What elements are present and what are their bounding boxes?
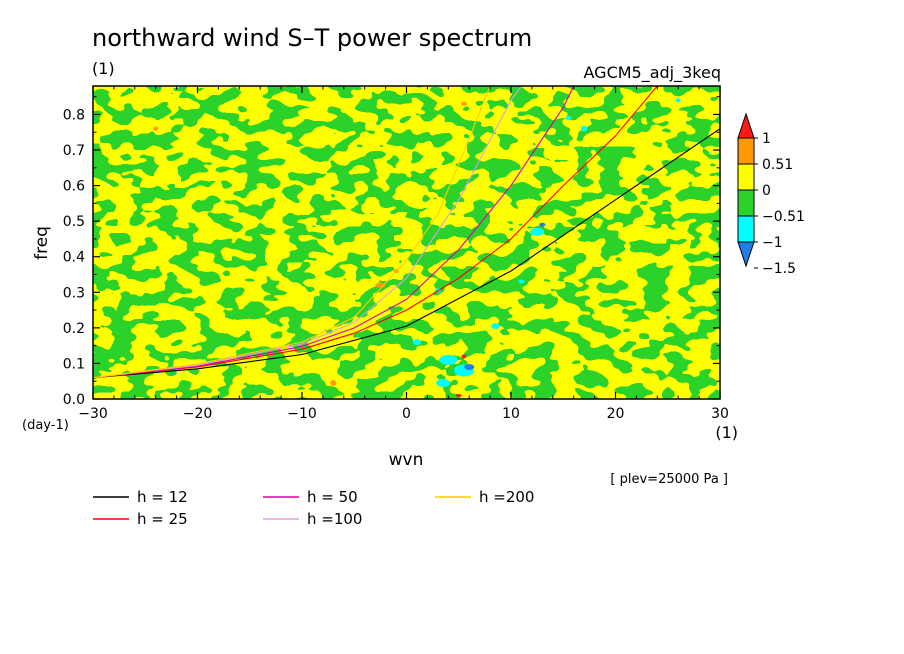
y-tick-label: 0.2 [63,321,85,337]
heatmap-spot [581,125,588,132]
colorbar-top-arrow [737,112,755,139]
dispersion-curve-h50 [93,86,575,379]
plot-area [93,86,720,399]
heatmap-spot [539,222,546,227]
x-axis-unit: (1) [715,423,738,442]
x-tick-label: −20 [183,406,213,422]
y-tick-label: 0.4 [63,250,85,266]
x-tick-label: 20 [607,406,625,422]
y-tick-label: 0.3 [63,285,85,301]
x-tick-label: 10 [502,406,520,422]
heatmap-spot [464,363,475,370]
y-tick-label: 0.1 [63,356,85,372]
x-tick-label: −10 [287,406,317,422]
x-tick-label: 30 [711,406,729,422]
heatmap-spot [461,354,467,359]
legend-label-h50: h = 50 [307,488,358,506]
y-tick-label: 0.8 [63,107,85,123]
y-tick-label: 0.6 [63,179,85,195]
x-axis-label: wvn [389,450,424,470]
y-tick-label: 0.5 [63,214,85,230]
heatmap-spots [153,98,681,397]
legend: h = 12 h = 25 h = 50 h =100 h =200 [93,488,534,528]
heatmap-spot [530,227,545,236]
heatmap-spot [491,323,500,330]
dispersion-curve-h25 [93,86,658,379]
heatmap-green-regions [93,86,720,399]
x-axis: −30 −20 −10 0 10 20 30 [78,86,729,422]
heatmap-spot [455,393,462,397]
heatmap-spot [518,279,525,284]
colorbar-label: −0.51 [762,209,805,225]
y-axis-label: freq [32,226,52,260]
y-axis-unit: (day-1) [22,418,69,433]
dispersion-curve-h200 [93,86,491,379]
heatmap-spot [330,379,337,386]
pressure-level-annotation: [ plev=25000 Pa ] [610,472,728,487]
heatmap-spot [460,101,467,106]
heatmap-spot [565,116,572,121]
y-axis: 0.0 0.1 0.2 0.3 0.4 0.5 0.6 0.7 0.8 [63,96,720,408]
x-tick-label: 0 [402,406,411,422]
colorbar-bottom-arrow [737,241,755,268]
legend-label-h200: h =200 [479,488,534,506]
chart-subtitle-left: (1) [92,59,115,78]
colorbar: 1 0.51 0 −0.51 −1 −1.5 [737,112,805,277]
heatmap-spot [153,126,159,131]
heatmap-spot [675,98,681,103]
colorbar-label: 1 [762,131,771,147]
colorbar-label: 0 [762,183,771,199]
colorbar-segment [737,215,755,243]
colorbar-label: −1.5 [762,261,796,277]
dispersion-curves [93,86,720,379]
colorbar-segment [737,137,755,165]
legend-label-h25: h = 25 [137,510,188,528]
chart-subtitle-right: AGCM5_adj_3keq [584,63,722,83]
legend-label-h12: h = 12 [137,488,188,506]
legend-label-h100: h =100 [307,510,362,528]
dispersion-curve-h100 [93,86,522,379]
dispersion-curve-h12 [93,128,720,379]
colorbar-label: 0.51 [762,157,793,173]
y-tick-label: 0.0 [63,392,85,408]
colorbar-segment [737,189,755,217]
colorbar-label: −1 [762,235,783,251]
colorbar-segment [737,163,755,191]
heatmap-spot [439,354,458,365]
heatmap-spot [436,378,451,387]
heatmap-spot [412,339,421,346]
x-tick-label: −30 [78,406,108,422]
chart-title: northward wind S–T power spectrum [92,24,532,52]
y-tick-label: 0.7 [63,143,85,159]
